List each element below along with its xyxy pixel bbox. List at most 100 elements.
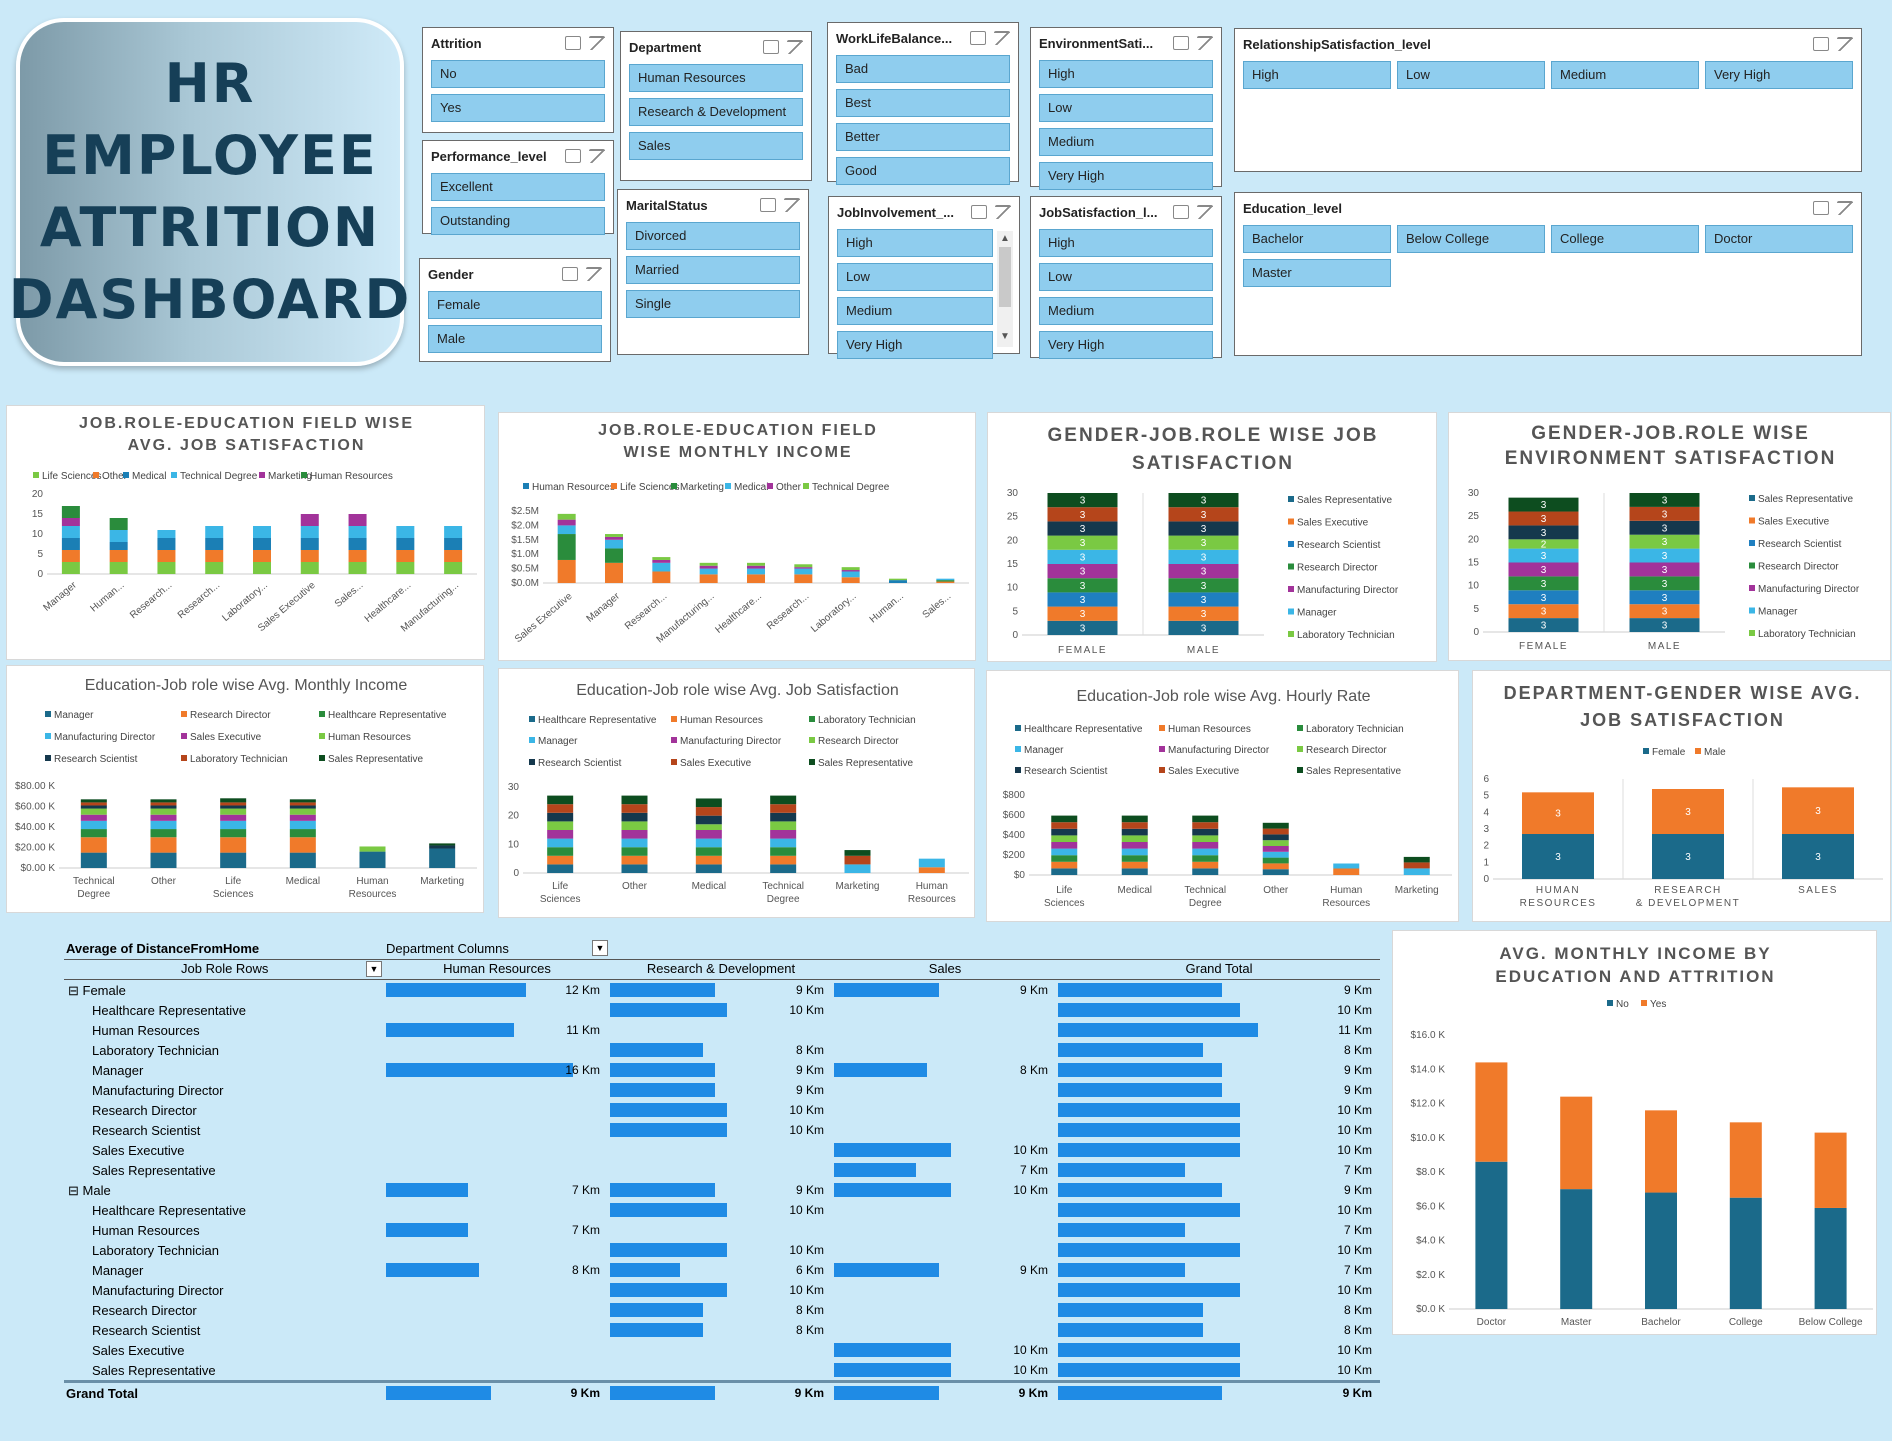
chevron-up-icon[interactable]: ▲ <box>1000 233 1010 244</box>
slicer-performance[interactable]: Performance_level Excellent Outstanding <box>422 140 614 235</box>
slicer-item-high[interactable]: High <box>1039 229 1213 257</box>
slicer-item-medium[interactable]: Medium <box>1039 128 1213 156</box>
slicer-marital-status[interactable]: MaritalStatus Divorced Married Single <box>617 189 809 355</box>
clear-filter-icon[interactable] <box>586 267 602 281</box>
slicer-item-high[interactable]: High <box>837 229 993 257</box>
chart-panel[interactable]: DEPARTMENT-GENDER WISE AVG. JOB SATISFACT… <box>1472 670 1891 922</box>
table-row[interactable]: Sales Representative 10 Km 10 Km <box>64 1360 1380 1380</box>
chart-panel[interactable]: JOB.ROLE-EDUCATION FIELD WISE AVG. JOB SA… <box>6 405 485 660</box>
slicer-item-best[interactable]: Best <box>836 89 1010 117</box>
slicer-scrollbar[interactable]: ▲ ▼ <box>997 231 1013 347</box>
multi-select-icon[interactable] <box>760 198 776 212</box>
slicer-attrition[interactable]: Attrition No Yes <box>422 27 614 133</box>
slicer-item-sales[interactable]: Sales <box>629 132 803 160</box>
columns-filter-dropdown[interactable]: ▼ <box>592 940 608 956</box>
multi-select-icon[interactable] <box>971 205 987 219</box>
table-row[interactable]: Manager 8 Km 6 Km 9 Km 7 Km <box>64 1260 1380 1280</box>
slicer-item-male[interactable]: Male <box>428 325 602 353</box>
slicer-item-high[interactable]: High <box>1243 61 1391 89</box>
clear-filter-icon[interactable] <box>589 36 605 50</box>
slicer-item-very-high[interactable]: Very High <box>1705 61 1853 89</box>
slicer-item-female[interactable]: Female <box>428 291 602 319</box>
slicer-item-very-high[interactable]: Very High <box>1039 331 1213 359</box>
slicer-gender[interactable]: Gender Female Male <box>419 258 611 362</box>
slicer-department[interactable]: Department Human Resources Research & De… <box>620 31 812 181</box>
multi-select-icon[interactable] <box>1173 205 1189 219</box>
slicer-item-married[interactable]: Married <box>626 256 800 284</box>
slicer-item-below-college[interactable]: Below College <box>1397 225 1545 253</box>
table-row[interactable]: Sales Executive 10 Km 10 Km <box>64 1140 1380 1160</box>
multi-select-icon[interactable] <box>565 149 581 163</box>
clear-filter-icon[interactable] <box>589 149 605 163</box>
pivot-table[interactable]: Average of DistanceFromHome Department C… <box>64 937 1382 1401</box>
chart-panel[interactable]: AVG. MONTHLY INCOME BY EDUCATION AND ATTR… <box>1392 930 1877 1335</box>
table-row[interactable]: Research Scientist 10 Km 10 Km <box>64 1120 1380 1140</box>
slicer-item-research-development[interactable]: Research & Development <box>629 98 803 126</box>
chart-panel[interactable]: Education-Job role wise Avg. Monthly Inc… <box>6 665 484 913</box>
slicer-item-low[interactable]: Low <box>1397 61 1545 89</box>
slicer-item-medium[interactable]: Medium <box>1551 61 1699 89</box>
slicer-job-satisfaction[interactable]: JobSatisfaction_l... High Low Medium Ver… <box>1030 196 1222 359</box>
multi-select-icon[interactable] <box>1173 36 1189 50</box>
slicer-relationship-satisfaction[interactable]: RelationshipSatisfaction_level High Low … <box>1234 28 1862 172</box>
slicer-item-good[interactable]: Good <box>836 157 1010 185</box>
table-row[interactable]: Research Director 10 Km 10 Km <box>64 1100 1380 1120</box>
slicer-item-no[interactable]: No <box>431 60 605 88</box>
clear-filter-icon[interactable] <box>994 31 1010 45</box>
slicer-item-medium[interactable]: Medium <box>837 297 993 325</box>
multi-select-icon[interactable] <box>565 36 581 50</box>
table-row[interactable]: Human Resources 7 Km 7 Km <box>64 1220 1380 1240</box>
rows-filter-dropdown[interactable]: ▼ <box>366 961 382 977</box>
chart-panel[interactable]: GENDER-JOB.ROLE WISE ENVIRONMENT SATISFAC… <box>1448 412 1891 661</box>
table-row[interactable]: Manufacturing Director 9 Km 9 Km <box>64 1080 1380 1100</box>
clear-filter-icon[interactable] <box>1837 201 1853 215</box>
chevron-down-icon[interactable]: ▼ <box>1000 331 1010 342</box>
chart-panel[interactable]: GENDER-JOB.ROLE WISE JOB SATISFACTION Sale… <box>987 412 1437 662</box>
table-row[interactable]: Sales Executive 10 Km 10 Km <box>64 1340 1380 1360</box>
scroll-thumb[interactable] <box>999 247 1011 307</box>
clear-filter-icon[interactable] <box>1197 205 1213 219</box>
slicer-item-outstanding[interactable]: Outstanding <box>431 207 605 235</box>
slicer-item-divorced[interactable]: Divorced <box>626 222 800 250</box>
chart-panel[interactable]: Education-Job role wise Avg. Hourly Rate… <box>986 670 1459 922</box>
slicer-item-very-high[interactable]: Very High <box>1039 162 1213 190</box>
slicer-item-master[interactable]: Master <box>1243 259 1391 287</box>
slicer-worklife-balance[interactable]: WorkLifeBalance... Bad Best Better Good <box>827 22 1019 185</box>
slicer-item-high[interactable]: High <box>1039 60 1213 88</box>
slicer-item-single[interactable]: Single <box>626 290 800 318</box>
slicer-item-medium[interactable]: Medium <box>1039 297 1213 325</box>
slicer-item-doctor[interactable]: Doctor <box>1705 225 1853 253</box>
slicer-item-low[interactable]: Low <box>837 263 993 291</box>
slicer-item-very-high[interactable]: Very High <box>837 331 993 359</box>
slicer-item-college[interactable]: College <box>1551 225 1699 253</box>
table-row[interactable]: Manager 16 Km 9 Km 8 Km 9 Km <box>64 1060 1380 1080</box>
group-row[interactable]: ⊟ Male 7 Km 9 Km 10 Km 9 Km <box>64 1180 1380 1200</box>
table-row[interactable]: Healthcare Representative 10 Km 10 Km <box>64 1200 1380 1220</box>
chart-panel[interactable]: Education-Job role wise Avg. Job Satisfa… <box>498 668 975 918</box>
clear-filter-icon[interactable] <box>995 205 1011 219</box>
table-row[interactable]: Sales Representative 7 Km 7 Km <box>64 1160 1380 1180</box>
clear-filter-icon[interactable] <box>784 198 800 212</box>
table-row[interactable]: Manufacturing Director 10 Km 10 Km <box>64 1280 1380 1300</box>
slicer-item-excellent[interactable]: Excellent <box>431 173 605 201</box>
slicer-item-low[interactable]: Low <box>1039 94 1213 122</box>
slicer-item-human-resources[interactable]: Human Resources <box>629 64 803 92</box>
table-row[interactable]: Human Resources 11 Km 11 Km <box>64 1020 1380 1040</box>
clear-filter-icon[interactable] <box>1197 36 1213 50</box>
multi-select-icon[interactable] <box>1813 37 1829 51</box>
group-row[interactable]: ⊟ Female 12 Km 9 Km 9 Km 9 Km <box>64 980 1380 1000</box>
multi-select-icon[interactable] <box>562 267 578 281</box>
grand-total-row[interactable]: Grand Total 9 Km 9 Km 9 Km 9 Km <box>64 1380 1380 1401</box>
table-row[interactable]: Research Scientist 8 Km 8 Km <box>64 1320 1380 1340</box>
table-row[interactable]: Healthcare Representative 10 Km 10 Km <box>64 1000 1380 1020</box>
slicer-item-bachelor[interactable]: Bachelor <box>1243 225 1391 253</box>
clear-filter-icon[interactable] <box>1837 37 1853 51</box>
chart-panel[interactable]: JOB.ROLE-EDUCATION FIELD WISE MONTHLY INC… <box>498 412 976 661</box>
table-row[interactable]: Laboratory Technician 10 Km 10 Km <box>64 1240 1380 1260</box>
slicer-environment-satisfaction[interactable]: EnvironmentSati... High Low Medium Very … <box>1030 27 1222 190</box>
slicer-job-involvement[interactable]: JobInvolvement_... High Low Medium Very … <box>828 196 1020 359</box>
slicer-item-bad[interactable]: Bad <box>836 55 1010 83</box>
multi-select-icon[interactable] <box>763 40 779 54</box>
slicer-item-better[interactable]: Better <box>836 123 1010 151</box>
clear-filter-icon[interactable] <box>787 40 803 54</box>
